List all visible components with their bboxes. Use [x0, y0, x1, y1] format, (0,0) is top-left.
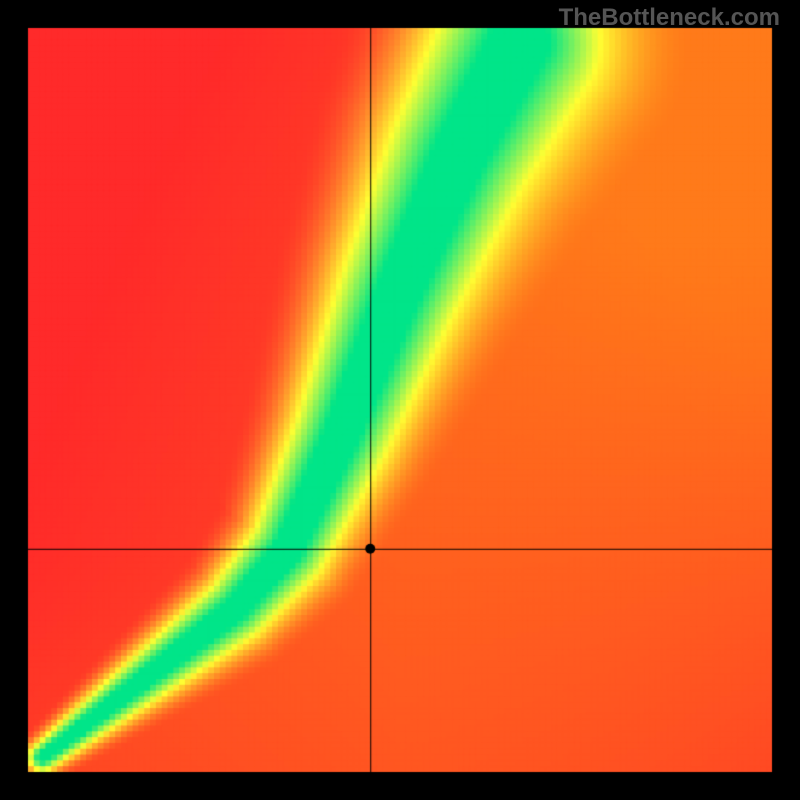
watermark-text: TheBottleneck.com — [559, 4, 780, 32]
chart-container: TheBottleneck.com — [0, 0, 800, 800]
heatmap-canvas — [0, 0, 800, 800]
